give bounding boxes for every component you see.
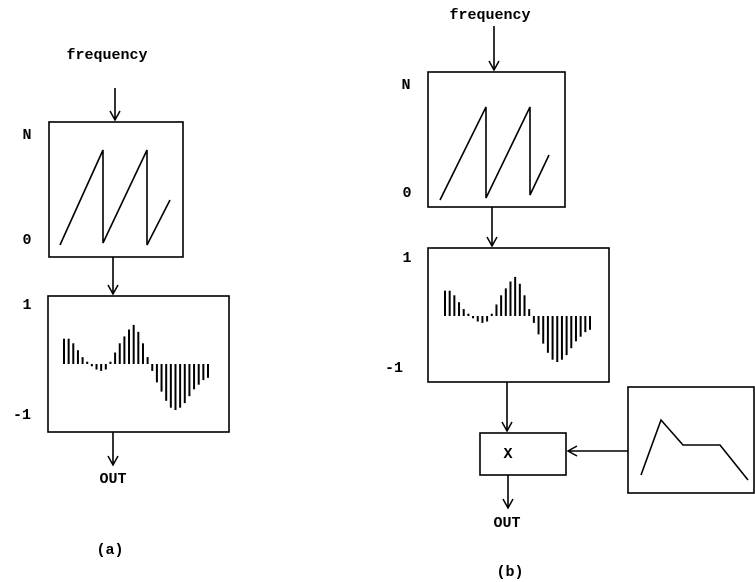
- envelope-box: [627, 386, 755, 494]
- caption: (a): [96, 542, 123, 559]
- caption: (b): [496, 564, 523, 581]
- envelope: [640, 418, 749, 481]
- input-label: frequency: [449, 7, 530, 24]
- output-label: OUT: [493, 515, 520, 532]
- table-box: [47, 295, 230, 433]
- phasor-top: N: [401, 77, 410, 94]
- phasor-box: [48, 121, 184, 258]
- table-top: 1: [22, 297, 31, 314]
- wavetable: [63, 324, 209, 410]
- table-top: 1: [402, 250, 411, 267]
- panel-b: frequency N 0 1 -1 X OUT (b): [385, 7, 755, 581]
- sawtooth: [59, 149, 171, 246]
- phasor-top: N: [22, 127, 31, 144]
- sawtooth: [439, 106, 550, 201]
- output-label: OUT: [99, 471, 126, 488]
- table-bottom: -1: [385, 360, 403, 377]
- phasor-bottom: 0: [402, 185, 411, 202]
- wavetable: [444, 276, 591, 362]
- table-box: [427, 247, 610, 383]
- table-bottom: -1: [13, 407, 31, 424]
- panel-a: frequency N 0 1 -1 OUT (a): [13, 47, 230, 559]
- phasor-bottom: 0: [22, 232, 31, 249]
- multiplier-label: X: [503, 446, 512, 463]
- input-label: frequency: [66, 47, 147, 64]
- multiplier-box: [479, 432, 567, 476]
- phasor-box: [427, 71, 566, 208]
